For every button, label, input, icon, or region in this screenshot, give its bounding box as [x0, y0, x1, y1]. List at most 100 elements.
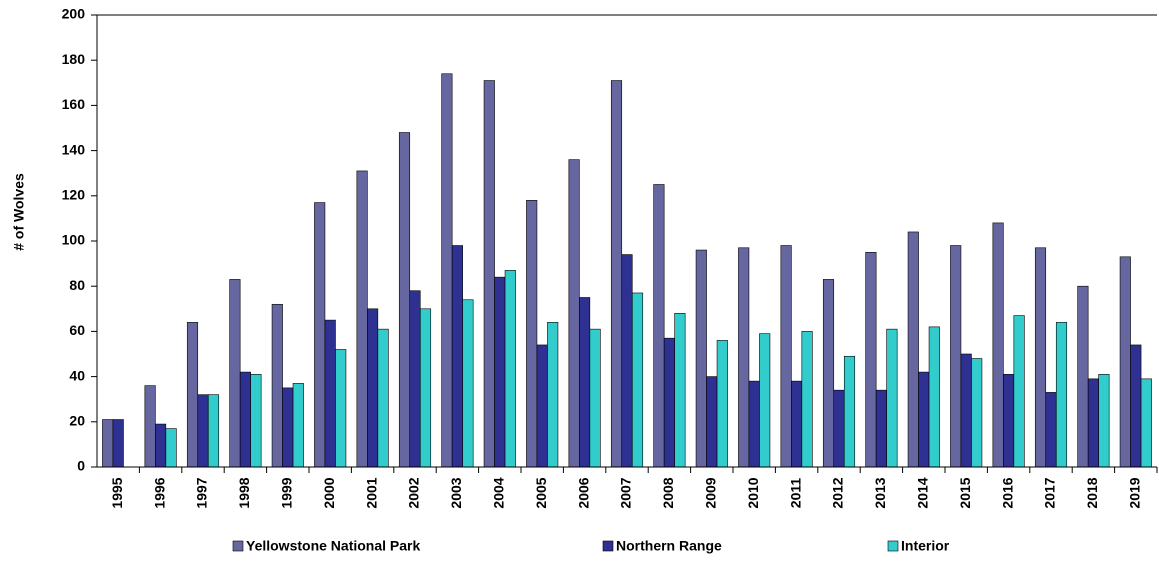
x-tick-label: 2016 [999, 477, 1015, 508]
bar [568, 159, 580, 468]
legend-label: Yellowstone National Park [246, 538, 420, 554]
x-tick-label: 2019 [1127, 477, 1143, 508]
x-tick-label: 2013 [872, 477, 888, 508]
x-tick-label: 2018 [1084, 477, 1100, 508]
y-tick-label: 180 [62, 51, 86, 67]
x-tick-label: 2001 [363, 477, 379, 508]
bar [589, 328, 601, 468]
bar [314, 202, 326, 468]
bar [419, 308, 432, 468]
x-tick-label: 2014 [915, 477, 931, 508]
bar [102, 419, 114, 468]
y-tick-label: 140 [62, 141, 86, 157]
bar [865, 252, 877, 468]
bar [504, 270, 516, 468]
x-tick-label: 2009 [703, 477, 719, 508]
x-tick-label: 1997 [194, 477, 210, 508]
bar [960, 353, 972, 468]
x-tick-label: 2012 [830, 477, 846, 508]
bar [1055, 322, 1068, 468]
bar [663, 337, 675, 468]
y-tick-label: 0 [77, 458, 85, 474]
bar [377, 328, 389, 468]
bar [907, 231, 919, 468]
bar [112, 419, 124, 468]
bar [1130, 344, 1142, 468]
x-tick-label: 2000 [321, 477, 337, 508]
y-tick-label: 60 [69, 322, 85, 338]
bar [207, 394, 220, 468]
bar [356, 170, 368, 468]
bar [250, 374, 262, 468]
bar [695, 249, 707, 468]
bar [165, 428, 177, 468]
x-tick-label: 1998 [236, 477, 252, 508]
legend-swatch [887, 540, 899, 552]
y-tick-label: 100 [62, 232, 86, 248]
bar [1003, 374, 1015, 468]
y-tick-label: 20 [69, 413, 85, 429]
bar [950, 245, 962, 468]
bar [738, 247, 750, 468]
x-tick-label: 2008 [660, 477, 676, 508]
bar [801, 331, 813, 468]
x-tick-label: 2010 [745, 477, 761, 508]
bar [292, 383, 304, 468]
bar [398, 132, 411, 468]
x-tick-label: 2007 [618, 477, 634, 508]
bar [144, 385, 156, 468]
bar [748, 380, 760, 468]
bar [1119, 256, 1131, 468]
x-tick-label: 1999 [279, 477, 295, 508]
x-tick-label: 2017 [1042, 477, 1058, 508]
bar [367, 308, 379, 468]
x-tick-label: 2011 [787, 478, 803, 509]
bar [547, 322, 559, 468]
bar [1013, 315, 1025, 468]
bar [1034, 247, 1047, 468]
bar [822, 279, 835, 468]
bar [759, 333, 771, 468]
bar [579, 297, 591, 468]
y-tick-label: 160 [62, 96, 86, 112]
x-tick-label: 1996 [151, 477, 167, 508]
bar [1087, 378, 1099, 468]
x-tick-label: 2005 [533, 477, 549, 508]
bar [462, 299, 474, 468]
bar [1045, 392, 1057, 468]
bar [441, 73, 453, 468]
bar [610, 80, 623, 468]
bar [928, 326, 940, 468]
bar [706, 376, 718, 468]
bar [483, 80, 495, 468]
bar [875, 389, 887, 468]
y-tick-label: 40 [69, 367, 85, 383]
bar [971, 358, 983, 468]
bar [155, 423, 167, 468]
bar [653, 184, 665, 468]
bar [229, 279, 241, 468]
bar [186, 322, 199, 468]
bar [526, 200, 538, 468]
bar [886, 328, 898, 468]
legend-label: Interior [901, 538, 950, 554]
bar [409, 290, 421, 468]
legend-label: Northern Range [616, 538, 722, 554]
bar [716, 340, 728, 468]
bar [1077, 285, 1089, 468]
bar [780, 245, 792, 468]
bar [239, 371, 251, 468]
x-tick-label: 1995 [109, 477, 125, 508]
y-tick-label: 120 [62, 187, 86, 203]
bar [791, 380, 803, 468]
x-tick-label: 2003 [448, 477, 464, 508]
x-tick-label: 2004 [491, 477, 507, 508]
bar [335, 349, 347, 468]
x-tick-label: 2006 [575, 477, 591, 508]
bar [536, 344, 548, 468]
bar [271, 303, 283, 468]
bar [833, 389, 845, 468]
y-axis-label: # of Wolves [11, 173, 27, 251]
bar [674, 313, 686, 468]
